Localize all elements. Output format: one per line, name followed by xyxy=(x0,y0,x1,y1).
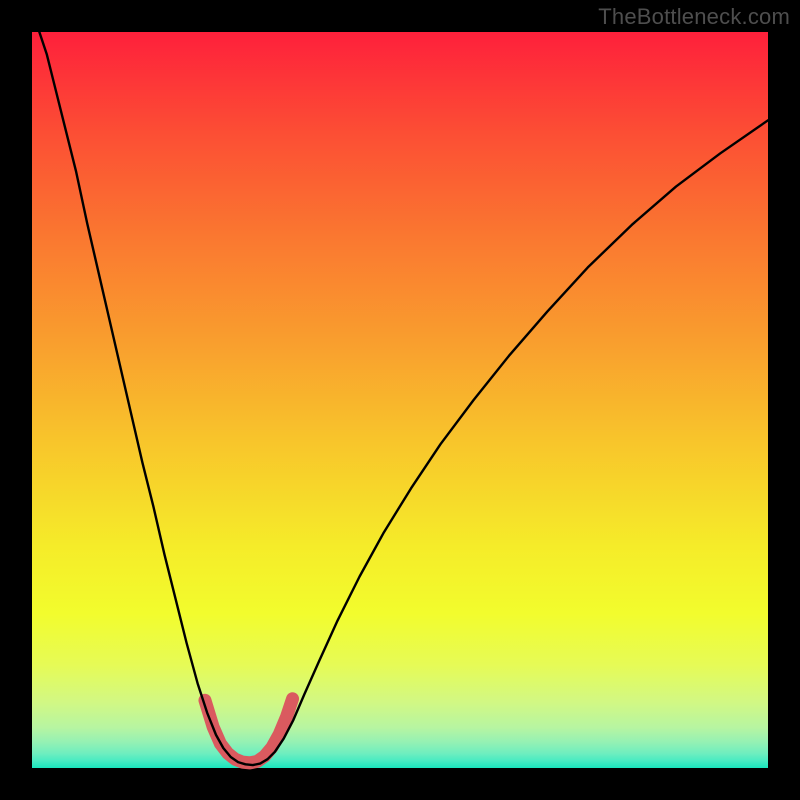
accent-curve xyxy=(205,699,293,763)
watermark-text: TheBottleneck.com xyxy=(598,4,790,30)
chart-frame: TheBottleneck.com xyxy=(0,0,800,800)
plot-svg xyxy=(32,32,768,768)
plot-area xyxy=(32,32,768,768)
main-curve xyxy=(39,32,768,765)
